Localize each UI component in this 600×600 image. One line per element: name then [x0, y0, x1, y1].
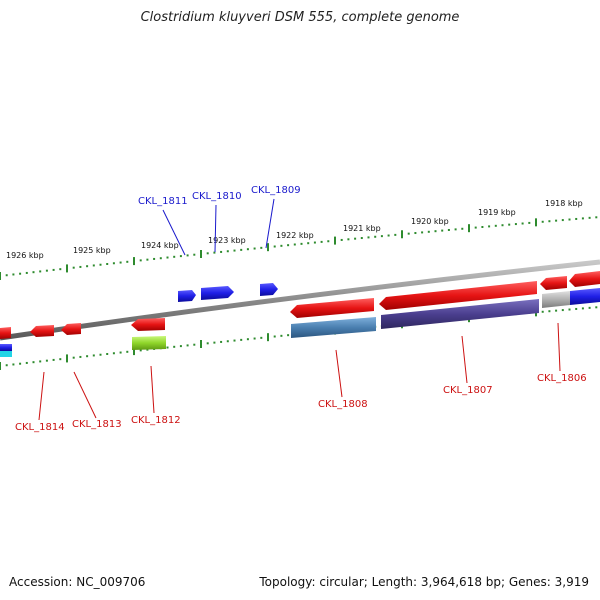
gene-ckl-1813[interactable]: [61, 323, 81, 335]
feature-bar-steelblue: [291, 317, 376, 338]
feature-bar-cyan-edge: [0, 351, 12, 357]
gene-ckl-1807[interactable]: [379, 281, 537, 310]
gene-ckl-1811[interactable]: [178, 290, 196, 302]
feature-bar-lime: [132, 336, 166, 350]
gene-ckl-1805[interactable]: [569, 271, 600, 287]
gene-ckl-1806[interactable]: [540, 276, 567, 290]
gene-label-ckl-1806[interactable]: CKL_1806: [537, 373, 587, 384]
kbp-label: 1921 kbp: [343, 224, 381, 233]
kbp-label: 1918 kbp: [545, 199, 583, 208]
gene-ckl-1809[interactable]: [260, 283, 278, 296]
gene-label-ckl-1808[interactable]: CKL_1808: [318, 399, 368, 410]
gene-ckl-1814[interactable]: [30, 325, 54, 337]
genome-title: Clostridium kluyveri DSM 555, complete g…: [140, 10, 460, 25]
feature-bar-blue: [570, 288, 600, 305]
label-line: [461, 335, 468, 384]
label-line: [265, 198, 275, 249]
gene-ckl-1808[interactable]: [290, 298, 374, 318]
label-line: [38, 371, 45, 421]
gene-label-ckl-1807[interactable]: CKL_1807: [443, 385, 493, 396]
label-line: [214, 204, 217, 253]
gene-label-ckl-1810[interactable]: CKL_1810: [192, 191, 242, 202]
upper-tick-scale: [0, 216, 598, 280]
feature-bar-blue-edge: [0, 344, 12, 351]
gene-ckl-1810[interactable]: [201, 286, 234, 300]
kbp-label: 1919 kbp: [478, 208, 516, 217]
label-line: [557, 322, 561, 372]
kbp-label: 1926 kbp: [6, 251, 44, 260]
gene-ckl-1812[interactable]: [131, 318, 165, 331]
kbp-label: 1920 kbp: [411, 217, 449, 226]
label-line: [73, 371, 97, 419]
accession-text: Accession: NC_009706: [9, 575, 146, 589]
gene-label-ckl-1813[interactable]: CKL_1813: [72, 419, 122, 430]
feature-bar-purple: [381, 299, 539, 329]
label-line: [335, 349, 343, 398]
kbp-label: 1923 kbp: [208, 236, 246, 245]
label-line: [162, 209, 186, 256]
label-line: [150, 365, 155, 414]
kbp-label: 1924 kbp: [141, 241, 179, 250]
kbp-label: 1922 kbp: [276, 231, 314, 240]
gene-label-ckl-1812[interactable]: CKL_1812: [131, 415, 181, 426]
genome-backbone: [0, 259, 600, 341]
feature-bar-grey: [542, 291, 570, 308]
gene-label-ckl-1811[interactable]: CKL_1811: [138, 196, 188, 207]
gene-label-ckl-1814[interactable]: CKL_1814: [15, 422, 65, 433]
gene-label-ckl-1809[interactable]: CKL_1809: [251, 185, 301, 196]
gene-ckl-1815[interactable]: [0, 327, 11, 339]
kbp-label: 1925 kbp: [73, 246, 111, 255]
genome-summary-text: Topology: circular; Length: 3,964,618 bp…: [259, 575, 589, 589]
